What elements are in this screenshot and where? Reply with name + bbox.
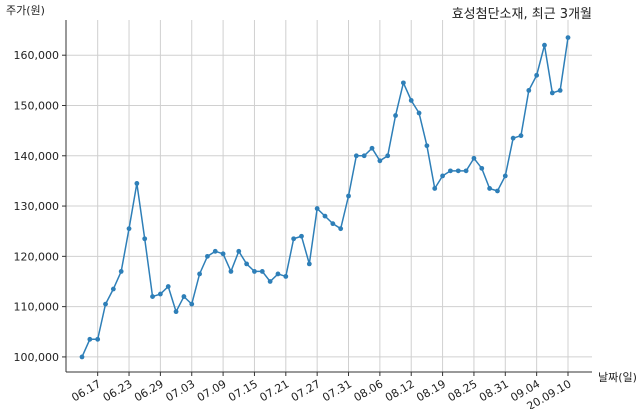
data-point [95,336,101,342]
x-tick-label: 06.17 [69,377,103,404]
x-tick-label: 07.15 [226,377,260,404]
data-point [557,88,563,93]
data-point [118,269,124,274]
data-point [252,269,257,274]
data-point [534,72,540,78]
x-tick-label: 06.23 [101,377,135,404]
data-point [448,168,453,174]
data-point [259,269,265,274]
data-point [165,284,171,289]
data-point [283,274,289,279]
data-point [518,133,524,139]
data-point [275,271,281,277]
data-point [197,271,202,277]
data-point [510,135,516,141]
x-tick-label: 08.31 [477,377,511,404]
data-point [150,294,155,299]
data-point [79,354,85,360]
data-point [236,248,242,254]
data-point [416,110,422,116]
data-point [103,301,108,307]
x-tick-label: 06.29 [132,377,166,404]
data-point [314,206,320,211]
data-point [87,336,93,342]
data-point [549,90,555,96]
data-point [502,173,508,179]
data-point [377,158,383,164]
data-point [479,165,485,171]
x-tick-labels: 06.1706.2306.2907.0307.0907.1507.2107.27… [69,372,574,409]
x-tick-label: 08.12 [383,377,417,404]
x-tick-label: 08.06 [352,377,386,404]
data-point [338,226,344,232]
data-point [322,213,328,219]
data-point [361,153,367,159]
data-point [455,168,461,174]
data-point [299,233,304,239]
y-tick-label: 160,000 [14,49,60,62]
x-tick-label: 07.09 [195,377,229,404]
data-point [495,188,500,194]
x-tick-label: 07.27 [289,377,323,404]
chart-title: 효성첨단소재, 최근 3개월 [452,7,592,22]
data-point [126,226,132,232]
data-point [346,193,351,199]
data-point [291,236,297,242]
data-point [267,279,273,284]
data-point [487,186,493,191]
data-point [542,42,547,48]
y-axis-label: 주가(원) [6,4,45,17]
data-point [385,153,391,159]
data-point [228,269,234,274]
data-point [173,309,179,315]
data-point [400,80,406,86]
y-tick-label: 140,000 [14,150,60,163]
x-tick-label: 07.21 [258,377,292,404]
data-point [244,261,250,267]
series [79,35,571,360]
data-point [212,248,218,254]
y-tick-labels: 100,000 110,000 120,000 130,000 140,000 150,0… [14,49,66,364]
data-point [306,261,312,267]
data-point [181,294,187,299]
y-tick-label: 100,000 [14,351,60,364]
data-point [393,113,398,118]
x-tick-label: 08.19 [414,377,448,404]
data-point [134,181,140,186]
grid [66,20,592,372]
x-tick-label: 07.31 [320,377,354,404]
data-point [353,153,359,159]
y-tick-label: 130,000 [14,200,60,213]
series-line [81,37,569,358]
data-point [526,88,532,93]
data-point [142,236,148,242]
data-point [432,186,438,191]
y-tick-label: 150,000 [14,99,60,112]
data-point [189,301,195,307]
data-point [471,155,477,161]
data-point [157,291,163,297]
data-point [408,98,414,103]
data-point [220,251,226,257]
data-point [330,221,336,227]
data-point [424,143,430,149]
axes [65,20,592,373]
x-tick-label: 07.03 [163,377,197,404]
data-point [369,145,375,151]
y-tick-label: 120,000 [14,250,60,263]
y-tick-label: 110,000 [14,301,60,314]
x-tick-label: 08.25 [446,377,480,404]
data-point [440,173,445,179]
data-point [463,168,469,174]
x-axis-label: 날짜(일) [598,370,637,384]
data-point [205,253,210,259]
data-point [565,35,571,40]
data-point [110,286,116,292]
